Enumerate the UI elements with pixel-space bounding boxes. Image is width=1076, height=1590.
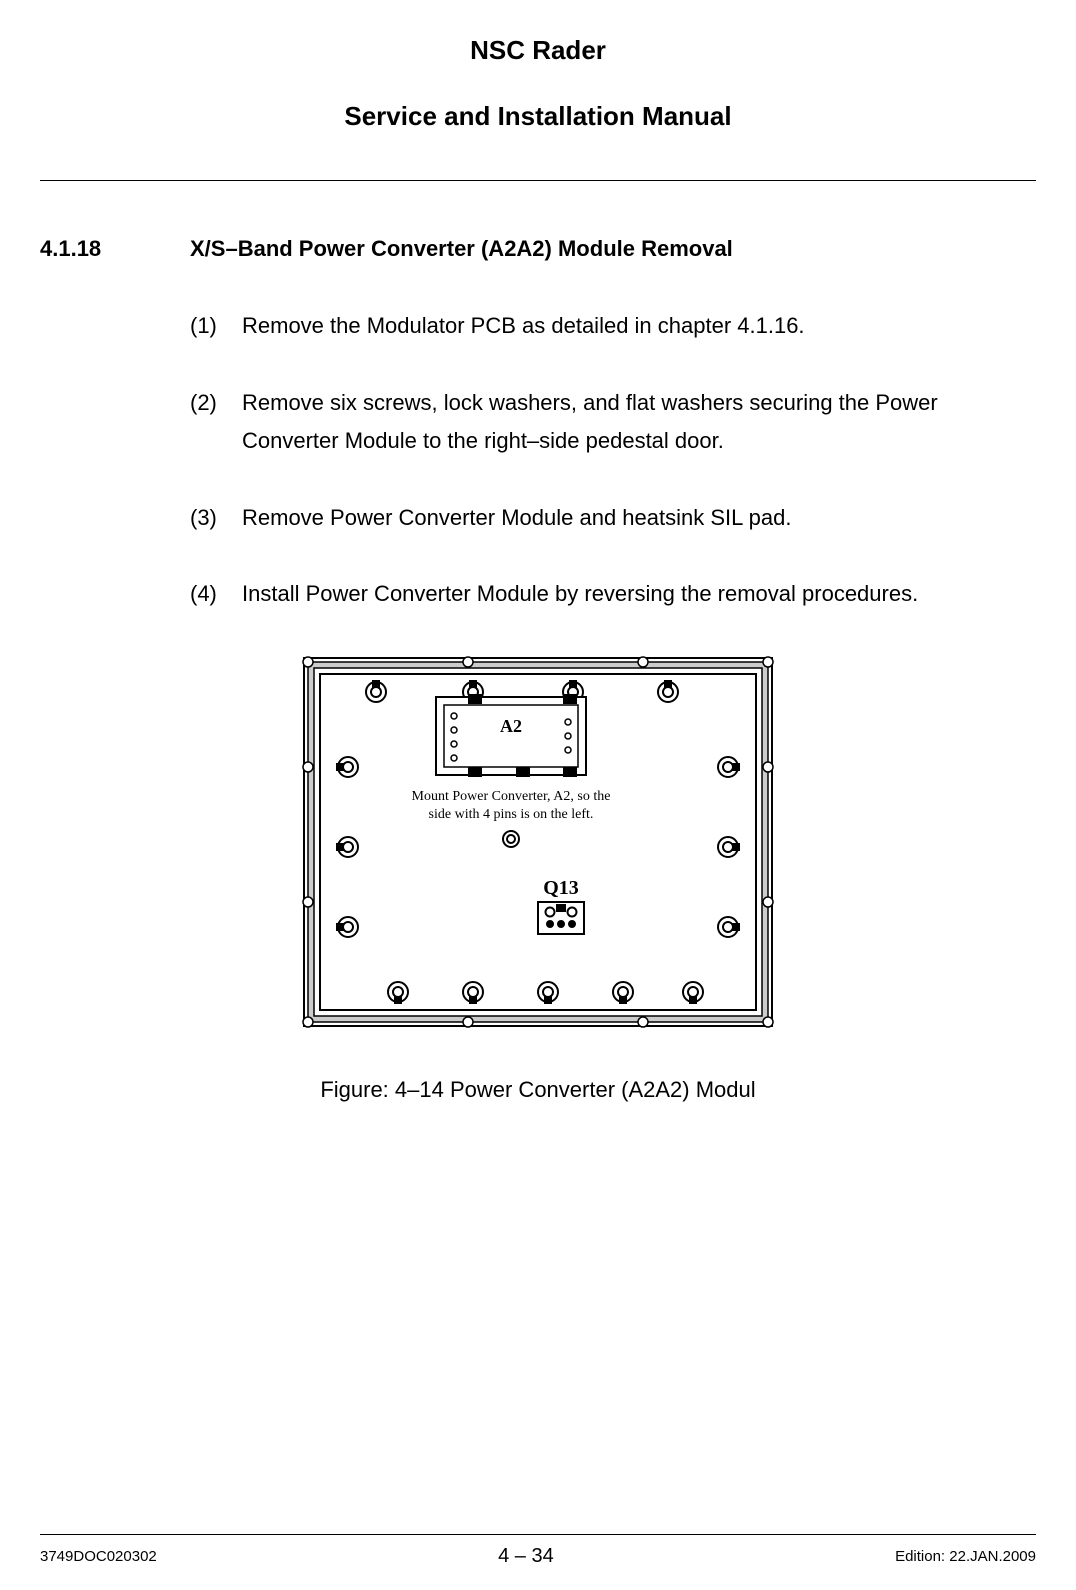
diagram-container: A2 Mount Power Converter, A2, so the sid… (40, 652, 1036, 1032)
step-num: (3) (190, 499, 242, 538)
step-4: (4) Install Power Converter Module by re… (190, 575, 1036, 614)
section-number: 4.1.18 (40, 236, 190, 262)
figure-caption: Figure: 4–14 Power Converter (A2A2) Modu… (40, 1077, 1036, 1103)
footer-rule (40, 1534, 1036, 1535)
header-rule (40, 180, 1036, 181)
a2-label: A2 (500, 716, 522, 736)
step-num: (1) (190, 307, 242, 346)
header-subtitle: Service and Installation Manual (40, 101, 1036, 132)
footer-edition: Edition: 22.JAN.2009 (895, 1548, 1036, 1565)
header-title: NSC Rader (40, 35, 1036, 66)
step-text: Remove six screws, lock washers, and fla… (242, 384, 1036, 461)
step-num: (4) (190, 575, 242, 614)
step-1: (1) Remove the Modulator PCB as detailed… (190, 307, 1036, 346)
note-line1: Mount Power Converter, A2, so the (412, 789, 611, 804)
footer-page-number: 4 – 34 (498, 1545, 554, 1568)
step-3: (3) Remove Power Converter Module and he… (190, 499, 1036, 538)
footer-doc-id: 3749DOC020302 (40, 1548, 157, 1565)
step-2: (2) Remove six screws, lock washers, and… (190, 384, 1036, 461)
q13-label: Q13 (543, 877, 579, 899)
section-title: X/S–Band Power Converter (A2A2) Module R… (190, 236, 733, 262)
step-text: Install Power Converter Module by revers… (242, 575, 1036, 614)
step-text: Remove the Modulator PCB as detailed in … (242, 307, 1036, 346)
note-line2: side with 4 pins is on the left. (429, 807, 594, 822)
footer: 3749DOC020302 4 – 34 Edition: 22.JAN.200… (40, 1534, 1036, 1568)
power-converter-diagram: A2 Mount Power Converter, A2, so the sid… (298, 652, 778, 1032)
step-text: Remove Power Converter Module and heatsi… (242, 499, 1036, 538)
step-num: (2) (190, 384, 242, 461)
